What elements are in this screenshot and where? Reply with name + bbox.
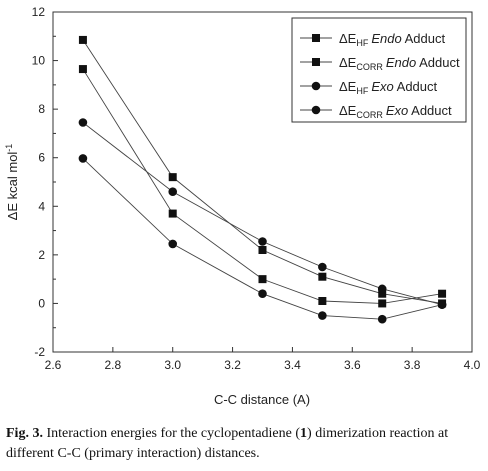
legend-label: ΔECORR Endo Adduct: [339, 55, 460, 72]
data-point: [168, 187, 178, 197]
legend-marker: [312, 58, 320, 66]
data-point: [258, 289, 267, 299]
legend-marker: [311, 81, 321, 91]
legend-adduct-type: Exo: [386, 103, 408, 118]
chart: 2.6 2.8 3.0 3.2 3.4 3.6 3.8 4.0 -2 0 2 4 6 8 10 12 C-C…: [4, 5, 481, 407]
legend-box: [291, 17, 467, 123]
legend-entry: ΔECORR Exo Adduct: [300, 103, 452, 120]
legend-adduct-type: Endo: [386, 55, 416, 70]
data-point: [168, 173, 177, 182]
y-tick-label: 0: [38, 296, 45, 310]
x-axis-ticks: 2.6 2.8 3.0 3.2 3.4 3.6 3.8 4.0: [45, 347, 481, 372]
y-axis-title: ΔE kcal mol-1: [4, 144, 20, 221]
legend-rest: Adduct: [416, 55, 460, 70]
series-line: [82, 122, 443, 306]
y-tick-label: 12: [32, 5, 46, 19]
legend-delta: ΔE: [339, 55, 357, 70]
series-group: [78, 35, 447, 324]
x-tick-label: 3.8: [404, 358, 421, 372]
legend-subscript: CORR: [356, 110, 383, 120]
data-point: [258, 237, 267, 246]
x-axis-title: C-C distance (A): [214, 392, 310, 407]
y-tick-label: 6: [38, 151, 45, 165]
legend-delta: ΔE: [339, 31, 357, 46]
y-axis-ticks: -2 0 2 4 6 8 10 12: [32, 5, 58, 359]
legend-adduct-type: Endo: [371, 31, 401, 46]
y-tick-label: 4: [38, 199, 45, 213]
series-line: [82, 158, 443, 320]
x-tick-label: 4.0: [464, 358, 481, 372]
caption-text-1: Interaction energies for the cyclopentad…: [42, 426, 301, 441]
series-line: [82, 68, 443, 304]
data-point: [378, 289, 387, 298]
data-point: [438, 289, 447, 298]
legend-adduct-type: Exo: [371, 79, 393, 94]
data-point: [258, 246, 267, 254]
series-2: [78, 65, 447, 308]
data-point: [78, 65, 87, 74]
data-point: [377, 314, 387, 324]
legend-label: ΔECORR Exo Adduct: [339, 103, 452, 120]
data-point: [168, 239, 178, 249]
figure-caption: Fig. 3. Interaction energies for the cyc…: [6, 424, 484, 464]
x-tick-label: 2.8: [105, 358, 122, 372]
caption-text-2: ) dimerization reaction at different C-C…: [6, 426, 449, 461]
x-tick-label: 3.4: [284, 358, 301, 372]
data-point: [78, 35, 87, 44]
data-point: [318, 311, 327, 320]
data-point: [437, 300, 447, 309]
x-tick-label: 3.0: [164, 358, 181, 372]
legend-delta: ΔE: [339, 79, 357, 94]
series-line: [82, 39, 443, 304]
data-point: [258, 275, 267, 284]
legend-entry: ΔEHF Exo Adduct: [300, 79, 438, 96]
legend-rest: Adduct: [402, 31, 446, 46]
legend-marker: [311, 105, 321, 115]
y-tick-label: 8: [38, 102, 45, 116]
y-tick-label: 2: [38, 248, 45, 262]
legend-label: ΔEHF Endo Adduct: [339, 31, 445, 48]
data-point: [318, 272, 327, 281]
legend-rest: Adduct: [394, 79, 438, 94]
legend-entry: ΔEHF Endo Adduct: [300, 31, 445, 48]
y-tick-label: -2: [34, 345, 45, 359]
y-tick-label: 10: [32, 54, 46, 68]
x-tick-label: 3.2: [224, 358, 241, 372]
data-point: [377, 284, 387, 294]
legend-rest: Adduct: [408, 103, 452, 118]
legend-label: ΔEHF Exo Adduct: [339, 79, 438, 96]
legend-subscript: HF: [356, 86, 368, 96]
legend-marker: [312, 34, 320, 42]
y-axis-title-sup: -1: [4, 144, 14, 152]
data-point: [318, 262, 327, 272]
legend-delta: ΔE: [339, 103, 357, 118]
legend-entry: ΔECORR Endo Adduct: [300, 55, 460, 72]
caption-compound-number: 1: [300, 426, 308, 441]
data-point: [78, 118, 88, 127]
caption-label: Fig. 3.: [6, 426, 43, 441]
y-axis-title-main: ΔE kcal mol: [5, 152, 20, 221]
x-tick-label: 2.6: [45, 358, 62, 372]
data-point: [168, 209, 177, 218]
legend-subscript: HF: [356, 38, 368, 48]
series-4: [78, 154, 447, 324]
legend-subscript: CORR: [356, 62, 383, 72]
data-point: [378, 299, 387, 308]
x-tick-label: 3.6: [344, 358, 361, 372]
data-point: [318, 297, 327, 305]
data-point: [78, 154, 88, 163]
